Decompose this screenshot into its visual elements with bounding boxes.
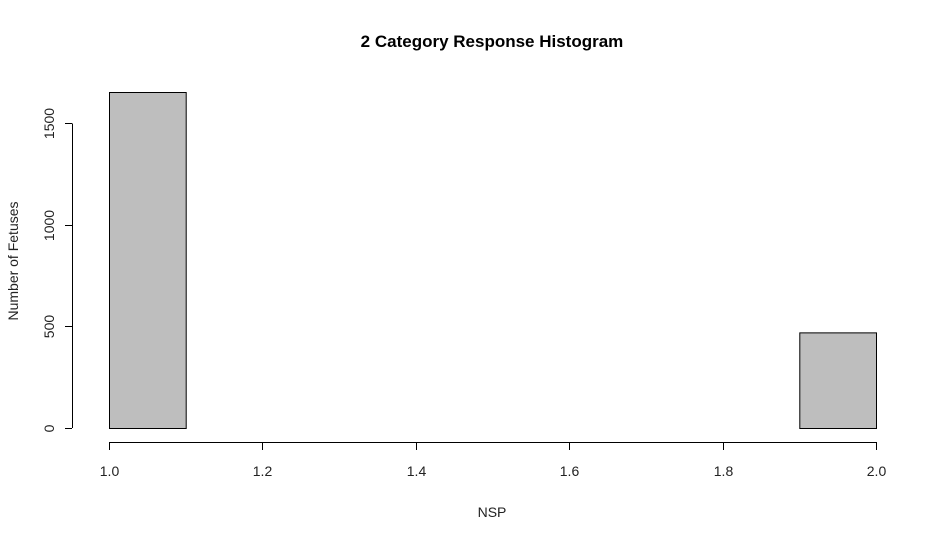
x-tick-label-0: 1.0	[100, 463, 120, 479]
x-tick-label-5: 2.0	[867, 463, 887, 479]
x-axis: 1.0 1.2 1.4 1.6 1.8 2.0	[100, 442, 887, 479]
y-tick-label-1: 500	[41, 315, 57, 339]
y-axis-label: Number of Fetuses	[5, 201, 21, 320]
x-tick-label-2: 1.4	[407, 463, 427, 479]
x-axis-label: NSP	[478, 504, 507, 520]
chart-title: 2 Category Response Histogram	[361, 32, 624, 51]
y-tick-label-0: 0	[41, 424, 57, 432]
y-axis: 0 500 1000 1500	[41, 108, 73, 432]
x-tick-label-1: 1.2	[253, 463, 273, 479]
x-tick-label-3: 1.6	[560, 463, 580, 479]
bars-group	[109, 92, 877, 430]
histogram-bar-0	[109, 92, 187, 429]
histogram-bar-9	[799, 332, 877, 430]
y-tick-label-2: 1000	[41, 210, 57, 241]
x-tick-label-4: 1.8	[714, 463, 734, 479]
y-tick-label-3: 1500	[41, 108, 57, 139]
